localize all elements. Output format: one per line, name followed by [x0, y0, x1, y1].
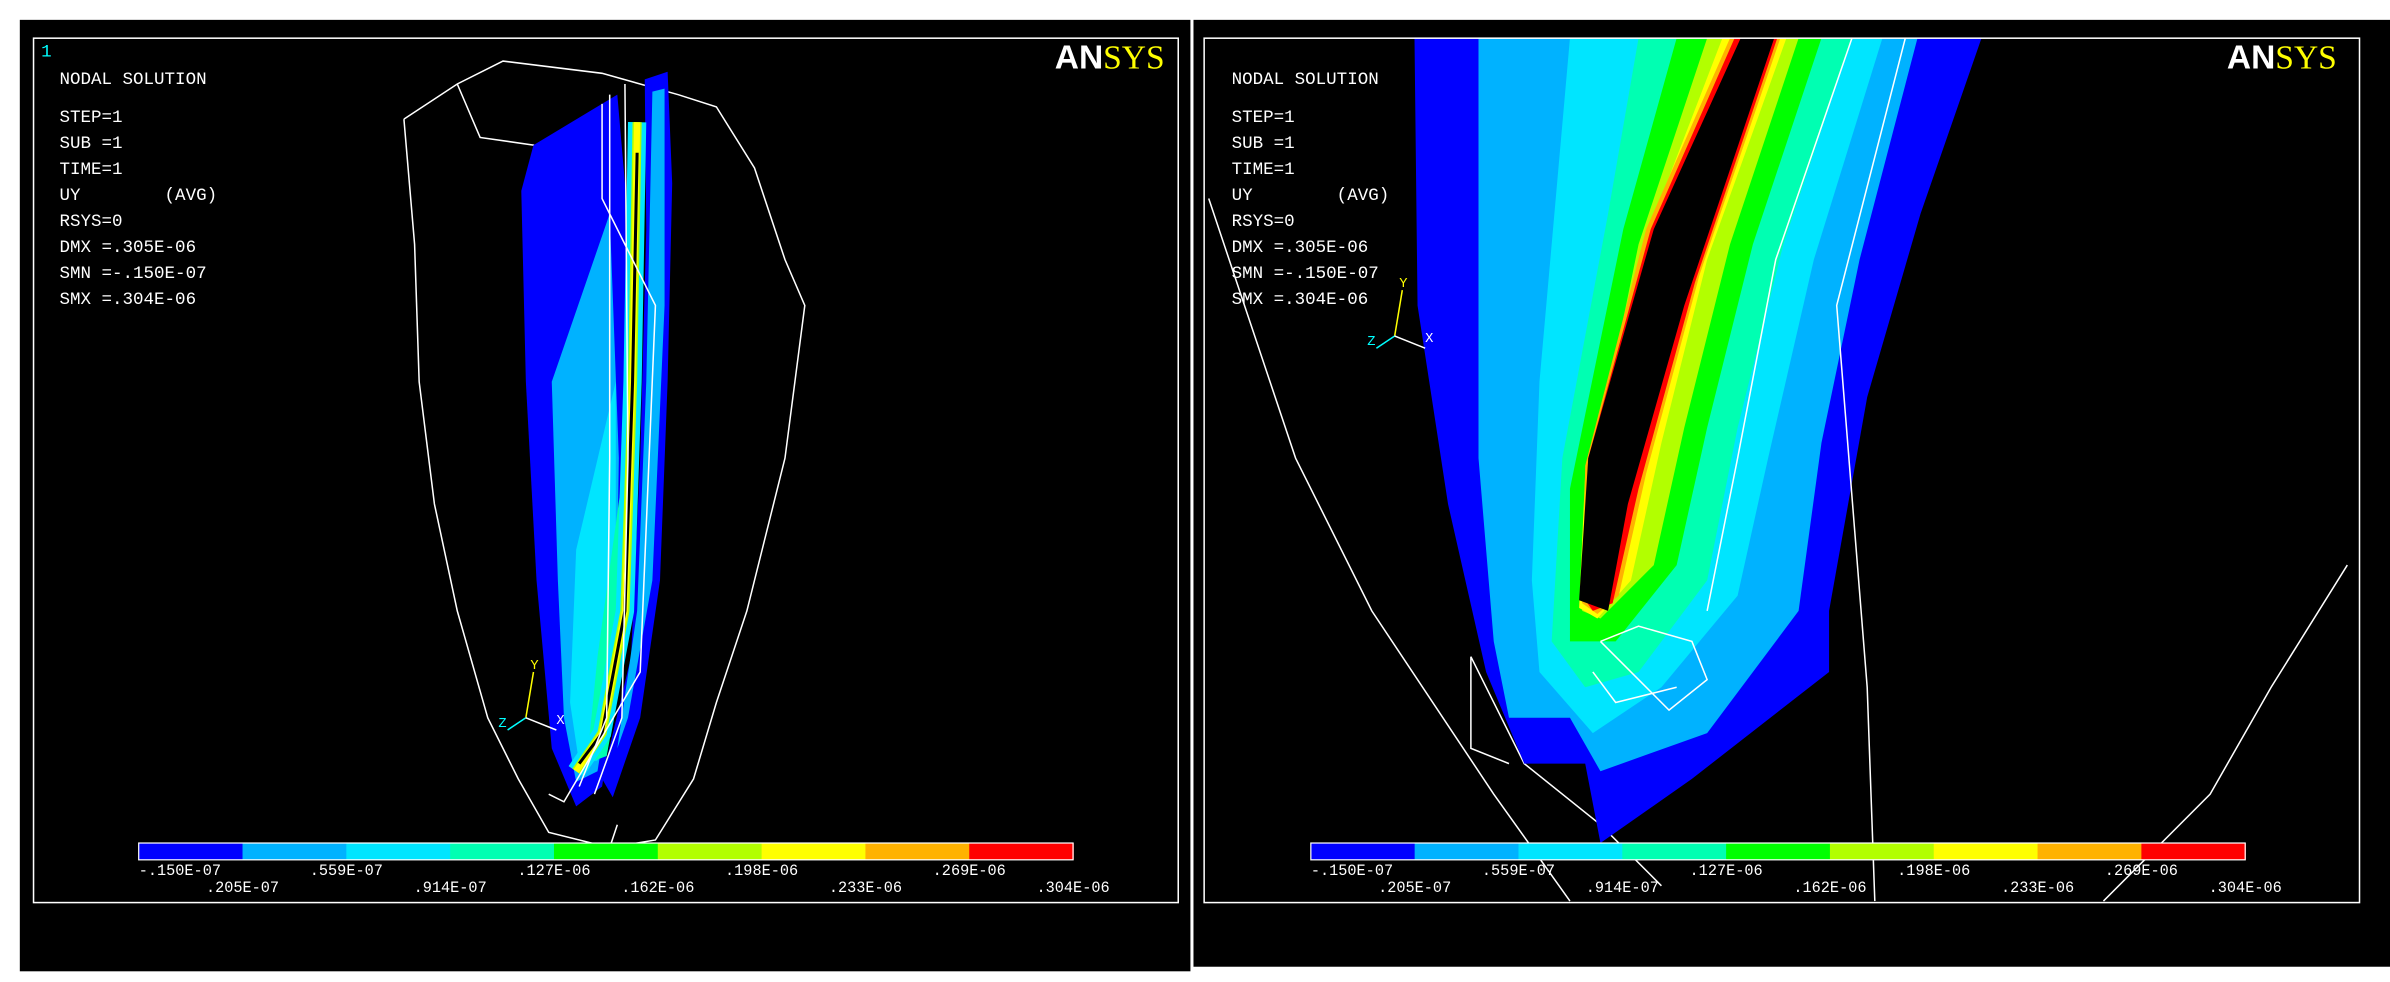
legend-label: .205E-07	[1378, 879, 1451, 897]
info-line: SUB =1	[1232, 134, 1295, 154]
legend-band	[450, 843, 555, 860]
legend-frame	[138, 842, 1074, 861]
legend-label: .559E-07	[310, 862, 383, 880]
info-line: NODAL SOLUTION	[59, 70, 206, 90]
legend-band	[138, 843, 244, 860]
legend-band	[1414, 843, 1520, 860]
panel-border	[32, 37, 1179, 904]
legend-frame	[1310, 842, 2246, 861]
contour-right	[1207, 38, 2348, 902]
panel-border	[1203, 37, 2361, 904]
info-line: SMX =.304E-06	[59, 290, 196, 310]
info-line: UY (AVG)	[59, 186, 217, 206]
logo-an: AN	[1055, 40, 1103, 77]
legend-label: .127E-06	[1690, 862, 1763, 880]
info-line: RSYS=0	[59, 212, 122, 232]
legend-label: -.150E-07	[1311, 862, 1393, 880]
legend-band	[2037, 843, 2143, 860]
triad-axis	[1393, 290, 1404, 337]
triad-axis	[1394, 335, 1426, 349]
legend-band	[553, 843, 659, 860]
info-line: STEP=1	[1232, 108, 1295, 128]
legend-label: .559E-07	[1482, 862, 1555, 880]
info-line: SMN =-.150E-07	[59, 264, 206, 284]
legend-band	[1829, 843, 1935, 860]
legend-label: .233E-06	[829, 879, 902, 897]
contour-left	[403, 60, 806, 856]
triad-label: X	[556, 714, 564, 729]
legend-label: .304E-06	[1036, 879, 1109, 897]
triad-axis	[525, 671, 535, 718]
legend-band	[1310, 843, 1416, 860]
legend-label: .914E-07	[414, 879, 487, 897]
legend-band	[1933, 843, 2039, 860]
legend-band	[242, 843, 348, 860]
triad-label: X	[1425, 332, 1433, 347]
legend-band	[2141, 843, 2246, 860]
triad-label: Y	[1399, 277, 1407, 292]
legend-label: .127E-06	[517, 862, 590, 880]
info-line: DMX =.305E-06	[59, 238, 196, 258]
info-line: TIME=1	[59, 160, 122, 180]
info-line: UY (AVG)	[1232, 186, 1390, 206]
legend-band	[346, 843, 451, 860]
legend-band	[969, 843, 1074, 860]
legend-label: .162E-06	[621, 879, 694, 897]
triad-axis	[1375, 335, 1396, 349]
logo-an: AN	[2227, 40, 2275, 77]
triad-label: Z	[1367, 335, 1375, 350]
legend-band	[761, 843, 867, 860]
legend-label: .198E-06	[725, 862, 798, 880]
info-line: NODAL SOLUTION	[1232, 70, 1379, 90]
legend-label: -.150E-07	[139, 862, 221, 880]
legend-band	[657, 843, 763, 860]
legend-label: .205E-07	[206, 879, 279, 897]
logo: ANSYS	[1055, 40, 1165, 77]
legend-label: .162E-06	[1793, 879, 1866, 897]
window-number: 1	[41, 42, 52, 62]
legend-band	[865, 843, 971, 860]
triad-label: Y	[530, 659, 538, 674]
info-line: SMX =.304E-06	[1232, 290, 1369, 310]
info-line: DMX =.305E-06	[1232, 238, 1369, 258]
triad-axis	[507, 717, 527, 731]
legend-label: .233E-06	[2001, 879, 2074, 897]
legend-label: .304E-06	[2209, 879, 2282, 897]
triad-label: Z	[498, 717, 506, 732]
legend-label: .198E-06	[1897, 862, 1970, 880]
logo-sys: SYS	[2275, 40, 2336, 77]
info-line: SUB =1	[59, 134, 122, 154]
legend-label: .269E-06	[933, 862, 1006, 880]
triad-axis	[525, 717, 557, 731]
info-line: TIME=1	[1232, 160, 1295, 180]
legend-label: .914E-07	[1586, 879, 1659, 897]
info-line: STEP=1	[59, 108, 122, 128]
legend-label: .269E-06	[2105, 862, 2178, 880]
logo-sys: SYS	[1103, 40, 1164, 77]
legend-band	[1518, 843, 1624, 860]
info-line: RSYS=0	[1232, 212, 1295, 232]
legend-band	[1726, 843, 1831, 860]
legend-band	[1622, 843, 1727, 860]
info-line: SMN =-.150E-07	[1232, 264, 1379, 284]
logo: ANSYS	[2227, 40, 2337, 77]
